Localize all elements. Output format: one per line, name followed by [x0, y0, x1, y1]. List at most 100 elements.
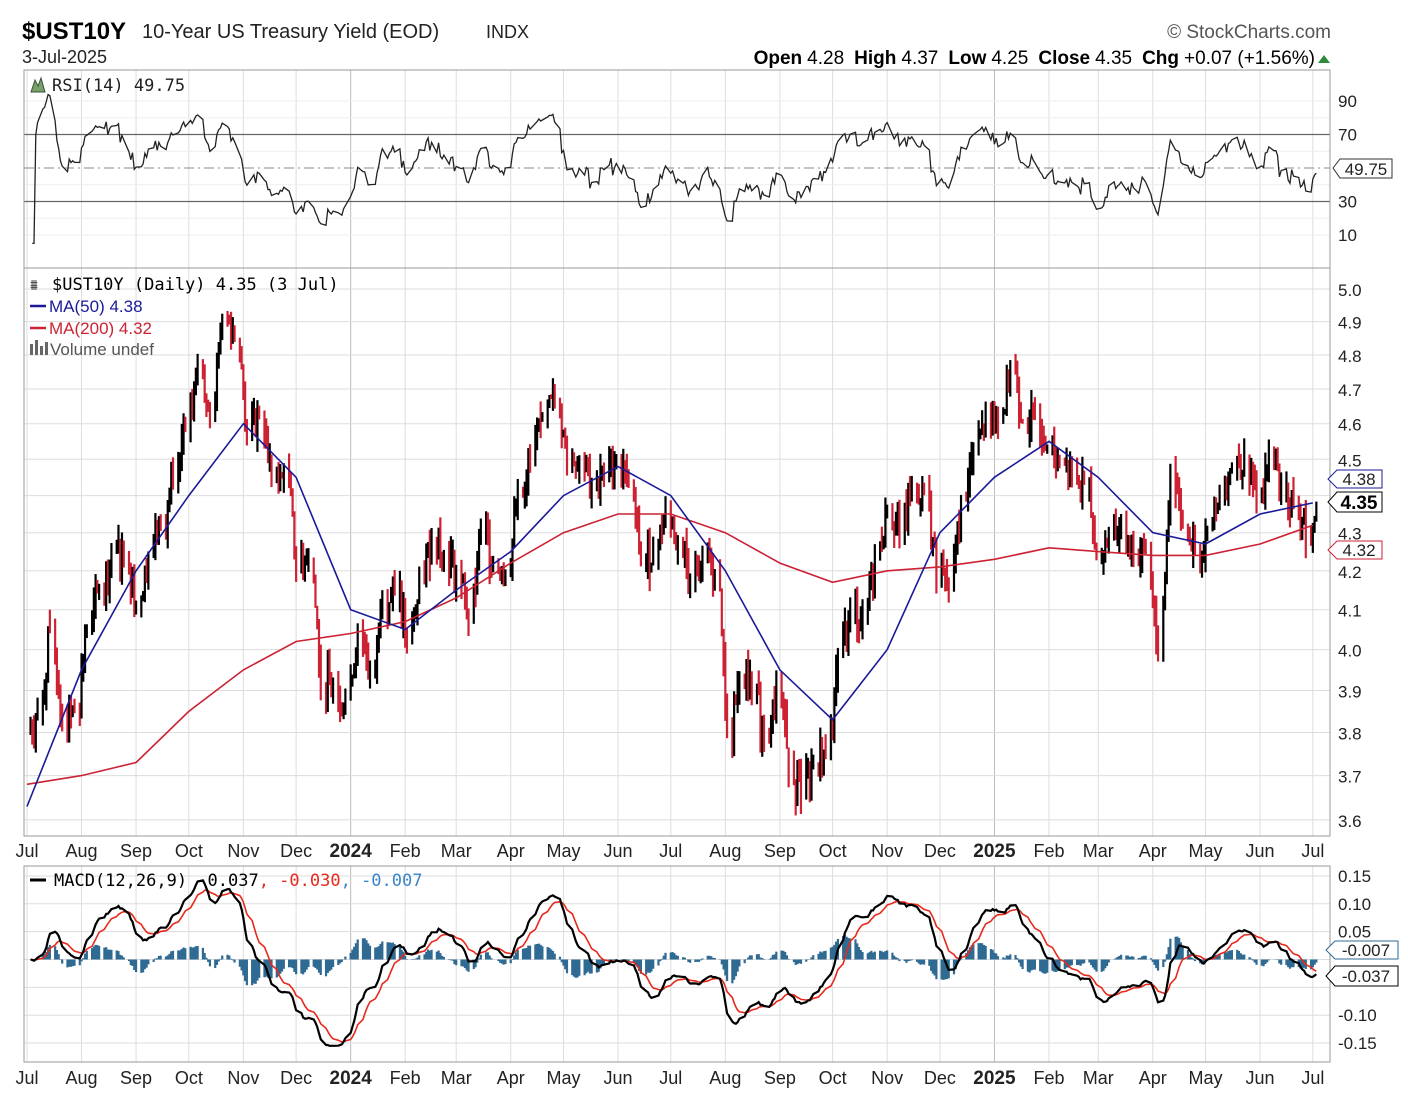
price-tick-label: 4.3	[1338, 525, 1362, 544]
x-tick-label: Oct	[175, 841, 203, 861]
macd-tick-label: -0.15	[1338, 1034, 1377, 1053]
price-tick-label: 4.0	[1338, 642, 1362, 661]
rsi-tick-label: 70	[1338, 126, 1357, 145]
x-tick-label: Aug	[709, 841, 741, 861]
rsi-panel	[32, 93, 1317, 245]
price-tick-label: 4.7	[1338, 381, 1362, 400]
macd-tick-label: 0.10	[1338, 895, 1371, 914]
grid: 90 70 30 10 5.0 4.9 4.8 4.7 4.6 4.5 4.3 4.2 4.1 4.0 3.…	[24, 70, 1377, 1062]
price-tick-label: 4.8	[1338, 347, 1362, 366]
x-tick-label: Feb	[390, 841, 421, 861]
symbol: $UST10Y	[22, 18, 126, 45]
x-tick-label: Nov	[227, 1068, 259, 1088]
x-tick-label: Jul	[15, 841, 38, 861]
x-tick-label: Aug	[66, 1068, 98, 1088]
rsi-tick-label: 30	[1338, 193, 1357, 212]
x-tick-label: 2024	[330, 1068, 373, 1089]
x-tick-label: Oct	[819, 841, 847, 861]
rsi-frame	[23, 69, 1331, 269]
rsi-tick-label: 90	[1338, 92, 1357, 111]
close-label: Close	[1038, 48, 1090, 69]
x-tick-label: Dec	[924, 1068, 956, 1088]
x-tick-label: Sep	[764, 1068, 796, 1088]
exchange: INDX	[486, 22, 529, 42]
x-tick-label: May	[1189, 1068, 1223, 1088]
ma50-legend: MA(50) 4.38	[49, 297, 143, 316]
price-tick-label: 4.2	[1338, 563, 1362, 582]
x-tick-label: Oct	[819, 1068, 847, 1088]
rsi-value-box: 49.75	[1345, 160, 1388, 179]
x-tick-label: Feb	[390, 1068, 421, 1088]
open-label: Open	[754, 48, 803, 69]
chg-value: +0.07 (+1.56%)	[1184, 48, 1315, 69]
volume-legend: Volume undef	[50, 340, 154, 359]
up-arrow-icon	[1318, 55, 1330, 63]
price-tick-label: 4.5	[1338, 451, 1362, 470]
close-value-box: 4.35	[1341, 493, 1378, 514]
x-tick-label: Aug	[709, 1068, 741, 1088]
x-tick-label: Jul	[1301, 841, 1324, 861]
high-label: High	[854, 48, 896, 69]
rsi-icon	[30, 76, 46, 93]
macd-value-box: -0.037	[1342, 967, 1390, 986]
x-tick-label: Nov	[871, 1068, 903, 1088]
x-tick-label: Apr	[1139, 841, 1167, 861]
chg-label: Chg	[1142, 48, 1179, 69]
x-tick-label: Feb	[1033, 841, 1064, 861]
high-value: 4.37	[901, 48, 938, 69]
x-tick-label: Dec	[280, 1068, 312, 1088]
ma50-value-box: 4.38	[1342, 470, 1375, 489]
price-tick-label: 3.7	[1338, 768, 1362, 787]
macd-signal-line	[30, 889, 1317, 1043]
ma200-line	[26, 513, 1314, 786]
x-tick-label: May	[1189, 841, 1223, 861]
macd-tick-label: 0.15	[1338, 867, 1371, 886]
bar-chart-icon: ⩩	[30, 277, 38, 294]
price-tick-label: 4.9	[1338, 314, 1362, 333]
x-tick-label: Oct	[175, 1068, 203, 1088]
close-value: 4.35	[1095, 48, 1132, 69]
price-tick-label: 3.9	[1338, 683, 1362, 702]
rsi-tick-label: 10	[1338, 226, 1357, 245]
x-tick-label: 2024	[330, 841, 373, 862]
x-tick-label: Sep	[120, 841, 152, 861]
price-tick-label: 5.0	[1338, 281, 1362, 300]
x-tick-label: Mar	[1083, 1068, 1114, 1088]
x-tick-label: Apr	[497, 841, 525, 861]
price-tick-label: 3.8	[1338, 724, 1362, 743]
macd-panel	[30, 879, 1318, 1047]
x-tick-label: Jun	[1246, 1068, 1275, 1088]
security-name: 10-Year US Treasury Yield (EOD)	[142, 21, 439, 43]
x-tick-label: 2025	[973, 841, 1016, 862]
price-tick-label: 3.6	[1338, 812, 1362, 831]
volume-icon	[30, 340, 48, 355]
macd-legend-signal: , -0.030	[259, 871, 341, 891]
svg-text:MACD(12,26,9) -0.037, -0.030,: MACD(12,26,9) -0.037, -0.030, -0.007	[54, 871, 422, 891]
x-tick-label: Jul	[15, 1068, 38, 1088]
x-tick-label: Aug	[66, 841, 98, 861]
hist-value-box: -0.007	[1342, 941, 1390, 960]
price-tick-label: 4.6	[1338, 416, 1362, 435]
x-tick-label: Sep	[120, 1068, 152, 1088]
macd-line	[30, 879, 1317, 1047]
price-legend: ⩩ $UST10Y (Daily) 4.35 (3 Jul) MA(50) 4.…	[30, 275, 339, 359]
low-label: Low	[948, 48, 986, 69]
price-tick-label: 4.1	[1338, 602, 1362, 621]
rsi-legend-text: RSI(14) 49.75	[52, 76, 185, 96]
copyright: © StockCharts.com	[1167, 22, 1331, 43]
ma200-value-box: 4.32	[1342, 541, 1375, 560]
price-legend-text: $UST10Y (Daily) 4.35 (3 Jul)	[52, 275, 339, 295]
x-tick-label: Mar	[441, 1068, 472, 1088]
macd-tick-label: 0.05	[1338, 923, 1371, 942]
value-boxes: 49.75 4.38 4.35 4.32 -0.007 -0.037	[1325, 158, 1399, 987]
rsi-legend: RSI(14) 49.75	[30, 76, 185, 96]
x-tick-label: Jul	[659, 1068, 682, 1088]
x-tick-label: Jun	[604, 1068, 633, 1088]
x-tick-label: Dec	[924, 841, 956, 861]
chart-date: 3-Jul-2025	[22, 47, 107, 67]
x-tick-label: Jul	[659, 841, 682, 861]
x-tick-label: Dec	[280, 841, 312, 861]
x-tick-label: Mar	[441, 841, 472, 861]
